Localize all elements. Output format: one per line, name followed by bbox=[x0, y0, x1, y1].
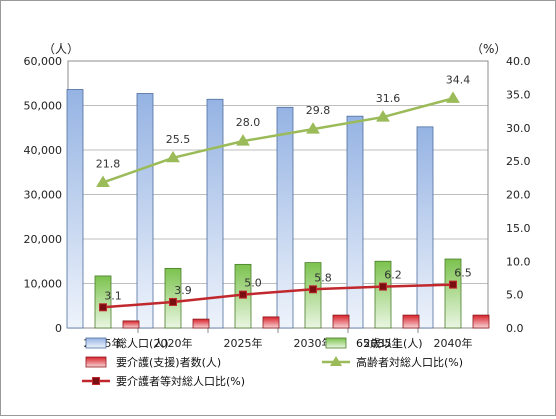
y-left-tick-label: 30,000 bbox=[24, 189, 63, 202]
legend-swatch bbox=[85, 337, 107, 349]
line-point bbox=[236, 134, 250, 146]
line-point bbox=[446, 91, 460, 103]
legend-label: 要介護(支援)者数(人) bbox=[116, 355, 221, 369]
line-point bbox=[309, 285, 317, 294]
data-label: 6.5 bbox=[454, 267, 472, 280]
line-point bbox=[449, 280, 457, 289]
x-tick-label: 2020年 bbox=[154, 336, 193, 350]
y-right-tick-label: 20.0 bbox=[506, 189, 531, 202]
bar bbox=[94, 275, 112, 329]
y-right-tick-label: 25.0 bbox=[506, 155, 531, 168]
legend-label: 総人口(人) bbox=[116, 336, 169, 350]
bar bbox=[444, 258, 462, 329]
line-point bbox=[376, 110, 390, 122]
line-point bbox=[379, 282, 387, 291]
data-label: 3.1 bbox=[104, 289, 122, 302]
data-label: 34.4 bbox=[446, 73, 471, 86]
line-point bbox=[99, 303, 107, 312]
data-label: 21.8 bbox=[96, 157, 121, 170]
x-tick-label: 2030年 bbox=[294, 336, 333, 350]
data-label: 28.0 bbox=[236, 116, 261, 129]
y-right-tick-label: 30.0 bbox=[506, 122, 531, 135]
line-point bbox=[96, 175, 110, 187]
bar bbox=[304, 262, 322, 329]
bar bbox=[346, 115, 364, 329]
series-line bbox=[102, 283, 454, 309]
bar bbox=[402, 314, 420, 329]
y-right-tick-label: 15.0 bbox=[506, 222, 531, 235]
bar bbox=[206, 98, 224, 329]
y-right-tick-label: 40.0 bbox=[506, 55, 531, 68]
y-right-tick-label: 35.0 bbox=[506, 88, 531, 101]
bar bbox=[66, 89, 84, 329]
x-tick-label: 2040年 bbox=[434, 336, 473, 350]
data-label: 5.0 bbox=[244, 277, 262, 290]
y-left-tick-label: 0 bbox=[55, 322, 62, 335]
data-label: 31.6 bbox=[376, 92, 401, 105]
y-left-tick-label: 50,000 bbox=[24, 100, 63, 113]
bar bbox=[416, 126, 434, 329]
y-right-tick-label: 10.0 bbox=[506, 255, 531, 268]
y-right-tick-label: 0.0 bbox=[506, 322, 524, 335]
legend-swatch bbox=[325, 337, 347, 349]
line-point bbox=[239, 290, 247, 299]
legend-swatch bbox=[85, 356, 107, 368]
bar bbox=[276, 106, 294, 329]
data-label: 25.5 bbox=[166, 133, 191, 146]
y-left-tick-label: 10,000 bbox=[24, 278, 63, 291]
lines bbox=[96, 91, 460, 312]
bar bbox=[262, 316, 280, 329]
data-labels: 21.8 25.5 28.0 29.8 31.6 34.4 3.1 3.9 5.0 5.8 6.2 6… bbox=[96, 73, 472, 302]
y-left-unit: （人） bbox=[43, 42, 79, 56]
data-label: 29.8 bbox=[306, 104, 331, 117]
y-right-unit: （%） bbox=[471, 42, 506, 56]
legend-label: 65歳以上(人) bbox=[356, 337, 423, 350]
legend-label: 高齢者対総人口比(%) bbox=[356, 355, 463, 369]
y-left-tick-label: 20,000 bbox=[24, 233, 63, 246]
y-right-tick-label: 5.0 bbox=[506, 289, 524, 302]
line-point bbox=[306, 122, 320, 134]
bar bbox=[374, 260, 392, 329]
data-label: 6.2 bbox=[384, 269, 402, 282]
x-tick-label: 2035年 bbox=[364, 336, 403, 350]
bar bbox=[472, 314, 490, 329]
data-label: 5.8 bbox=[314, 271, 332, 284]
bars bbox=[66, 89, 490, 329]
series-line bbox=[102, 97, 454, 184]
line-point bbox=[169, 297, 177, 306]
legend-marker bbox=[330, 356, 342, 366]
legend-marker bbox=[92, 377, 100, 385]
bar bbox=[192, 318, 210, 329]
bar bbox=[136, 93, 154, 329]
legend: 総人口(人) 65歳以上(人) 要介護(支援)者数(人) 高齢者対総人口比(%) 要介護… bbox=[82, 336, 463, 388]
bar bbox=[122, 320, 140, 329]
y-left-tick-label: 60,000 bbox=[24, 55, 63, 68]
x-tick-label: 2025年 bbox=[224, 336, 263, 350]
legend-label: 要介護者等対総人口比(%) bbox=[116, 374, 245, 388]
bar bbox=[332, 314, 350, 329]
y-left-tick-label: 40,000 bbox=[24, 144, 63, 157]
data-label: 3.9 bbox=[174, 284, 192, 297]
line-point bbox=[166, 150, 180, 163]
